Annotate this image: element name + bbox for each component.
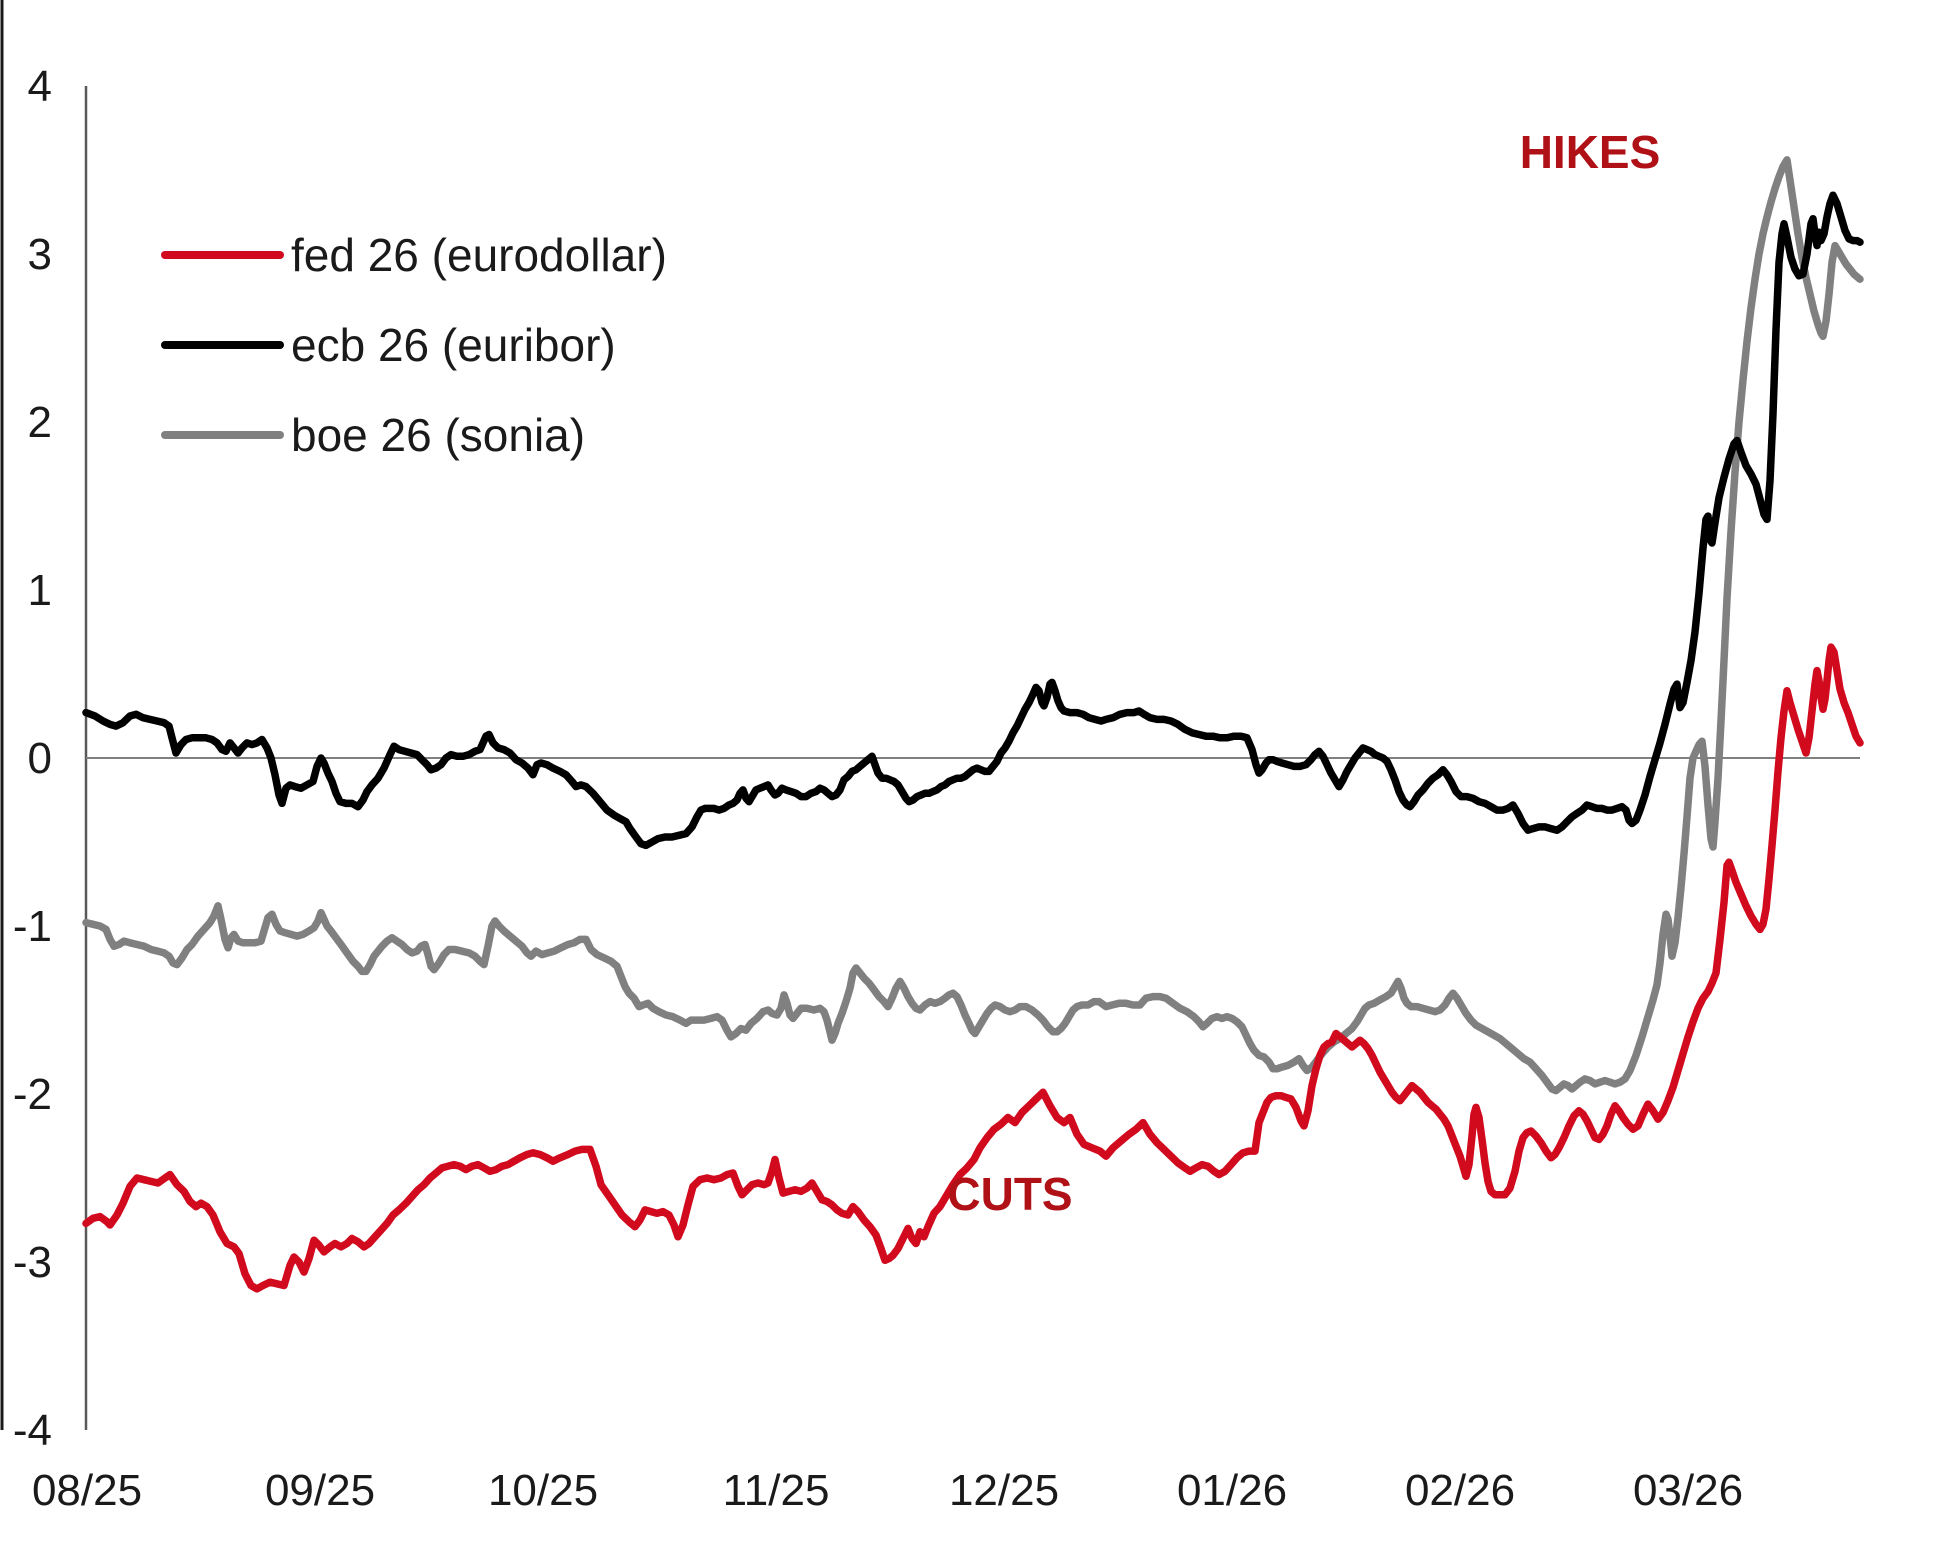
y-tick-label: 0: [28, 734, 52, 783]
chart-frame: [0, 0, 88, 1430]
y-tick-label: -3: [13, 1238, 52, 1287]
y-axis-tick-labels: 4 3 2 1 0 -1 -2 -3 -4: [13, 62, 52, 1455]
legend: fed 26 (eurodollar) ecb 26 (euribor) boe 2…: [161, 229, 667, 461]
y-tick-label: 1: [28, 566, 52, 615]
x-tick-label: 12/25: [949, 1466, 1059, 1515]
annotations: HIKES CUTS: [947, 126, 1660, 1220]
legend-label-boe: boe 26 (sonia): [291, 409, 585, 461]
y-tick-label: 3: [28, 230, 52, 279]
series-lines-layer: [82, 156, 1864, 1293]
x-tick-label: 10/25: [488, 1466, 598, 1515]
y-tick-label: 4: [28, 62, 52, 111]
x-tick-label: 03/26: [1633, 1466, 1743, 1515]
series-line-fed: [82, 643, 1864, 1293]
y-tick-label: -1: [13, 902, 52, 951]
legend-label-ecb: ecb 26 (euribor): [291, 319, 616, 371]
x-tick-label: 11/25: [723, 1466, 830, 1515]
cuts-annotation: CUTS: [947, 1168, 1072, 1220]
series-line-ecb: [82, 191, 1864, 850]
legend-label-fed: fed 26 (eurodollar): [291, 229, 667, 281]
y-tick-label: -2: [13, 1070, 52, 1119]
y-tick-label: 2: [28, 398, 52, 447]
series-line-boe: [82, 156, 1864, 1095]
x-tick-label: 01/26: [1177, 1466, 1287, 1515]
x-axis-tick-labels: 08/25 09/25 10/25 11/25 12/25 01/26 02/26 03/26: [32, 1466, 1743, 1515]
hikes-annotation: HIKES: [1520, 126, 1661, 178]
x-tick-label: 08/25: [32, 1466, 142, 1515]
x-tick-label: 09/25: [265, 1466, 375, 1515]
x-tick-label: 02/26: [1405, 1466, 1515, 1515]
y-tick-label: -4: [13, 1406, 52, 1455]
